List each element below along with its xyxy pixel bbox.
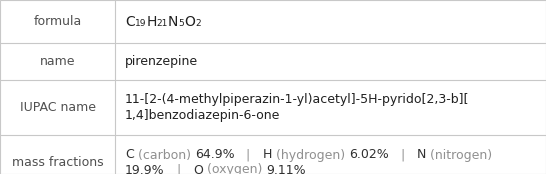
Text: N: N — [168, 14, 179, 29]
Text: H: H — [263, 148, 272, 161]
Text: 1,4]benzodiazepin-6-one: 1,4]benzodiazepin-6-one — [125, 109, 281, 121]
Text: pirenzepine: pirenzepine — [125, 55, 198, 68]
Text: N: N — [417, 148, 426, 161]
Text: 19.9%: 19.9% — [125, 164, 165, 174]
Text: (oxygen): (oxygen) — [203, 164, 266, 174]
Text: |: | — [389, 148, 417, 161]
Text: 5: 5 — [179, 19, 184, 29]
Text: IUPAC name: IUPAC name — [20, 101, 96, 114]
Text: 21: 21 — [157, 19, 168, 29]
Text: (carbon): (carbon) — [134, 148, 195, 161]
Text: C: C — [125, 148, 134, 161]
Text: (hydrogen): (hydrogen) — [272, 148, 349, 161]
Text: 6.02%: 6.02% — [349, 148, 389, 161]
Text: 11-[2-(4-methylpiperazin-1-yl)acetyl]-5H-pyrido[2,3-b][: 11-[2-(4-methylpiperazin-1-yl)acetyl]-5H… — [125, 93, 470, 106]
Text: C: C — [125, 14, 135, 29]
Text: mass fractions: mass fractions — [11, 156, 103, 169]
Text: O: O — [184, 14, 195, 29]
Text: 64.9%: 64.9% — [195, 148, 234, 161]
Text: |: | — [234, 148, 263, 161]
Text: H: H — [146, 14, 157, 29]
Text: (nitrogen): (nitrogen) — [426, 148, 492, 161]
Text: name: name — [40, 55, 75, 68]
Text: 2: 2 — [195, 19, 200, 29]
Text: formula: formula — [33, 15, 81, 28]
Text: 9.11%: 9.11% — [266, 164, 306, 174]
Text: 19: 19 — [135, 19, 146, 29]
Text: |: | — [165, 164, 193, 174]
Text: O: O — [193, 164, 203, 174]
